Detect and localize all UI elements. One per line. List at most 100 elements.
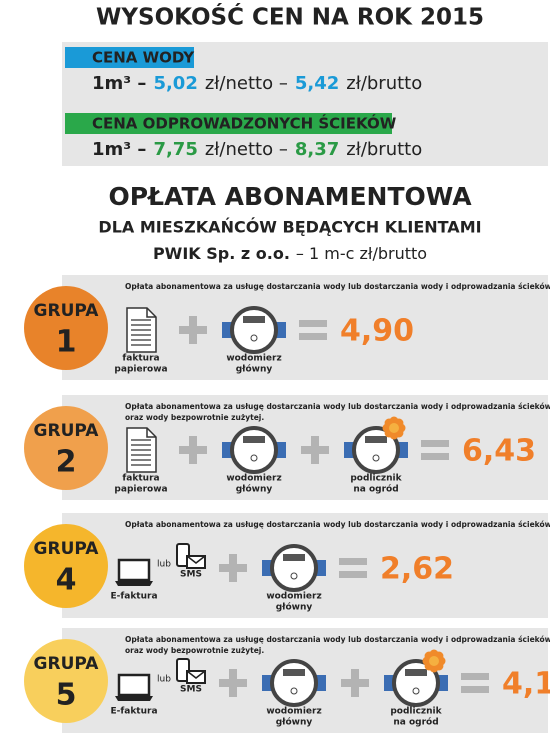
group-description: oraz wody bezpowrotnie zużytej. [125, 413, 264, 422]
meter-tab [222, 442, 232, 458]
equals-sign [421, 453, 449, 460]
meter-tab [316, 675, 326, 691]
meter-tab [438, 675, 448, 691]
meter-tab [384, 675, 394, 691]
price-line: 1m³ – 5,02 zł/netto – 5,42 zł/brutto [92, 73, 422, 94]
note-company: PWIK Sp. z o.o. [153, 244, 290, 263]
envelope-flap [186, 555, 206, 564]
group-label: GRUPA [34, 301, 100, 321]
item-label: główny [276, 602, 313, 613]
meter-body [230, 426, 278, 474]
laptop-base [115, 696, 153, 701]
meter-tab [398, 442, 408, 458]
item-label: papierowa [114, 485, 167, 495]
price-text: zł/netto – [205, 139, 288, 160]
price-value: 8,37 [295, 139, 339, 160]
document-fold [146, 308, 156, 318]
item-label: wodomierz [226, 474, 281, 484]
meter-tab [276, 322, 286, 338]
meter-dial [290, 572, 298, 580]
group-amount: 6,43 [462, 434, 536, 469]
item-label: E-faktura [110, 707, 157, 717]
price-label-bg [65, 113, 392, 134]
item-label: główny [236, 484, 273, 495]
item-label: papierowa [114, 365, 167, 375]
meter-display [243, 436, 265, 443]
group-amount: 2,62 [380, 552, 454, 587]
group-description: Opłata abonamentowa za usługę dostarczan… [125, 402, 550, 411]
equals-sign [299, 320, 327, 327]
price-value: 5,02 [153, 73, 197, 94]
group-badge [24, 286, 108, 370]
plus-sign [189, 316, 197, 344]
flower-center [389, 423, 399, 433]
group-amount: 4,15 [502, 667, 550, 702]
plus-sign [311, 436, 319, 464]
meter-display [405, 669, 427, 676]
meter-dial [250, 454, 258, 462]
price-value: 5,42 [295, 73, 339, 94]
group-card: GRUPA 4 Opłata abonamentowa za usługę dost… [24, 513, 550, 618]
group-amount: 4,90 [340, 314, 414, 349]
item-label: E-faktura [110, 592, 157, 602]
price-label: CENA ODPROWADZONYCH ŚCIEKÓW [92, 114, 397, 133]
item-label: wodomierz [266, 707, 321, 717]
item-label: na ogród [353, 484, 398, 495]
meter-tab [222, 322, 232, 338]
subscription-note: PWIK Sp. z o.o. – 1 m-c zł/brutto [153, 244, 427, 263]
laptop-screen [117, 558, 151, 582]
item-label: wodomierz [226, 354, 281, 364]
price-text: zł/netto – [205, 73, 288, 94]
group-number: 2 [56, 445, 77, 480]
item-label: podlicznik [390, 707, 442, 717]
plus-sign [229, 554, 237, 582]
price-label: CENA WODY [92, 49, 195, 67]
envelope-flap [186, 670, 206, 679]
item-label: faktura [122, 474, 159, 484]
equals-sign [339, 571, 367, 578]
group-number: 5 [56, 678, 77, 713]
or-label: lub [157, 560, 171, 570]
document-fold [146, 428, 156, 438]
meter-dial [290, 687, 298, 695]
meter-dial [412, 687, 420, 695]
meter-body [270, 659, 318, 707]
meter-tab [262, 560, 272, 576]
meter-display [243, 316, 265, 323]
equals-sign [461, 673, 489, 680]
price-value: 7,75 [153, 139, 197, 160]
group-badge [24, 524, 108, 608]
group-description: Opłata abonamentowa za usługę dostarczan… [125, 635, 550, 644]
item-label: SMS [180, 570, 202, 580]
group-card: GRUPA 1 Opłata abonamentowa za usługę dost… [24, 275, 550, 380]
note-unit: – 1 m-c zł/brutto [296, 244, 427, 263]
group-description: oraz wody bezpowrotnie zużytej. [125, 646, 264, 655]
group-card: GRUPA 5 Opłata abonamentowa za usługę dost… [24, 628, 550, 733]
subscription-title: OPŁATA ABONAMENTOWA [108, 182, 472, 211]
meter-tab [262, 675, 272, 691]
price-line: 1m³ – 7,75 zł/netto – 8,37 zł/brutto [92, 139, 422, 160]
price-text: 1m³ – [92, 139, 146, 160]
group-label: GRUPA [34, 539, 100, 559]
item-label: wodomierz [266, 592, 321, 602]
plus-sign [189, 436, 197, 464]
laptop-base [115, 581, 153, 586]
item-label: faktura [122, 354, 159, 364]
group-label: GRUPA [34, 421, 100, 441]
item-label: SMS [180, 685, 202, 695]
item-label: podlicznik [350, 474, 402, 484]
group-number: 4 [56, 563, 77, 598]
meter-display [283, 669, 305, 676]
price-text: zł/brutto [346, 139, 422, 160]
or-label: lub [157, 675, 171, 685]
price-label-bg [65, 47, 194, 68]
price-text: zł/brutto [346, 73, 422, 94]
meter-body [270, 544, 318, 592]
meter-tab [316, 560, 326, 576]
group-number: 1 [56, 325, 77, 360]
meter-display [365, 436, 387, 443]
group-card: GRUPA 2 Opłata abonamentowa za usługę dost… [24, 395, 550, 500]
page-title: WYSOKOŚĆ CEN NA ROK 2015 [96, 3, 484, 31]
price-text: 1m³ – [92, 73, 146, 94]
